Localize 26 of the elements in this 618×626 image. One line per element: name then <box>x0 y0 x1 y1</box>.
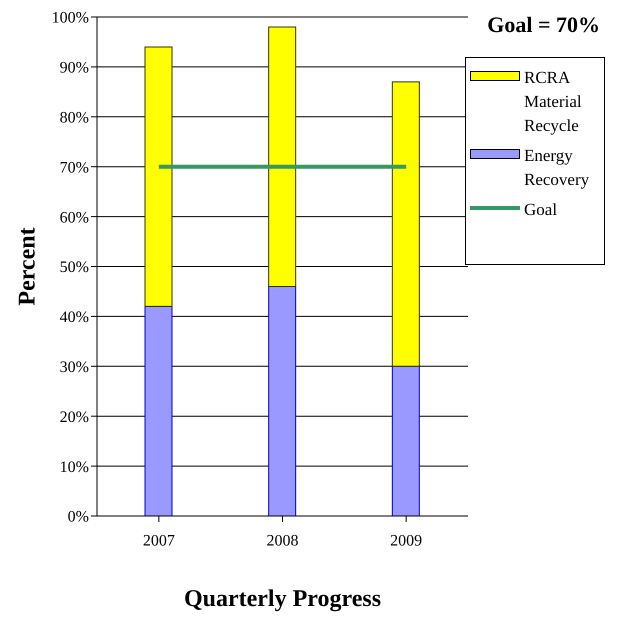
legend-label: Goal <box>524 199 558 221</box>
y-tick-label: 40% <box>60 309 89 326</box>
x-tick-label: 2009 <box>390 532 422 550</box>
bar <box>144 306 172 516</box>
bar <box>392 81 420 367</box>
bar <box>268 286 296 516</box>
y-tick-label: 30% <box>60 358 89 376</box>
y-tick-label: 20% <box>60 408 89 426</box>
legend-label: Energy Recovery <box>524 145 590 191</box>
legend-label: RCRA Material Recycle <box>524 67 583 137</box>
y-axis-title: Percent <box>14 227 41 306</box>
y-tick-label: 10% <box>60 458 89 476</box>
bar <box>268 26 296 287</box>
y-tick-label: 80% <box>60 109 89 126</box>
y-tick-label: 50% <box>60 259 89 276</box>
x-axis-title: Quarterly Progress <box>182 586 382 613</box>
y-tick-label: 60% <box>60 209 89 226</box>
y-tick-label: 70% <box>60 159 89 176</box>
x-tick-label: 2007 <box>142 532 175 550</box>
x-tick-label: 2008 <box>266 532 298 550</box>
y-tick-label: 0% <box>68 508 89 526</box>
bar <box>144 46 172 307</box>
bar <box>392 366 420 516</box>
y-tick-label: 90% <box>60 60 89 77</box>
y-tick-label: 100% <box>52 10 89 27</box>
text: Goal = 70% <box>487 12 600 38</box>
